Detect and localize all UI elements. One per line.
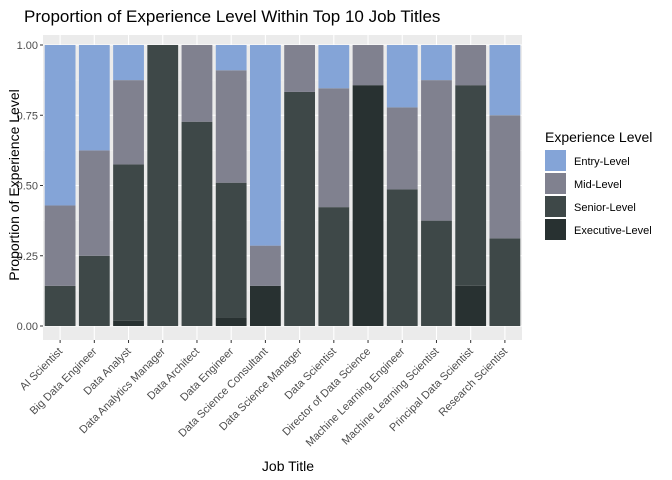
bar-segment-executive-level — [455, 285, 487, 326]
bar-segment-senior-level — [421, 220, 452, 326]
bar-segment-mid-level — [284, 45, 316, 92]
bar-segment-senior-level — [386, 189, 418, 326]
legend-swatch — [545, 150, 566, 171]
bar-segment-entry-level — [318, 45, 350, 89]
y-axis: 0.00 0.25 0.50 0.75 1.00 — [17, 40, 43, 333]
bar-segment-senior-level — [284, 91, 316, 326]
bar-segment-mid-level — [215, 70, 247, 183]
bar-segment-senior-level — [455, 85, 487, 286]
bar-segment-mid-level — [318, 88, 350, 208]
bar-segment-mid-level — [181, 45, 213, 122]
bar-segment-entry-level — [249, 45, 281, 246]
bar-segment-senior-level — [78, 255, 110, 326]
bar-segment-mid-level — [386, 107, 418, 190]
y-tick-label: 0.75 — [17, 110, 38, 122]
bar-segment-senior-level — [181, 121, 213, 326]
y-tick-label: 0.50 — [17, 181, 38, 193]
bar-segment-mid-level — [489, 115, 521, 239]
bar-segment-senior-level — [113, 164, 144, 321]
bar-segment-senior-level — [318, 207, 350, 326]
legend-label: Senior-Level — [574, 202, 636, 214]
bar-segment-mid-level — [455, 45, 487, 86]
bar-segment-senior-level — [489, 238, 521, 326]
bar-segment-entry-level — [44, 45, 76, 206]
legend-title: Experience Level — [545, 129, 652, 145]
bar-segment-mid-level — [44, 205, 76, 286]
bar-segment-executive-level — [215, 317, 247, 326]
bars — [44, 45, 521, 326]
bar-segment-entry-level — [489, 45, 521, 116]
bar-segment-senior-level — [147, 45, 179, 326]
bar-segment-entry-level — [421, 45, 452, 81]
bar-segment-mid-level — [113, 80, 144, 165]
legend-label: Executive-Level — [574, 225, 652, 237]
bar-segment-mid-level — [78, 150, 110, 256]
legend-label: Mid-Level — [574, 179, 622, 191]
x-axis-title: Job Title — [262, 458, 314, 474]
y-tick-label: 0.00 — [17, 321, 38, 333]
legend: Experience Level Entry-Level Mid-Level Sen… — [545, 129, 652, 240]
bar-segment-entry-level — [215, 45, 247, 71]
bar-segment-mid-level — [352, 45, 384, 86]
legend-swatch — [545, 173, 566, 194]
y-tick-label: 0.25 — [17, 251, 38, 263]
bar-segment-senior-level — [44, 285, 76, 326]
bar-segment-executive-level — [249, 285, 281, 326]
bar-segment-senior-level — [215, 182, 247, 318]
chart-title: Proportion of Experience Level Within To… — [24, 7, 440, 26]
legend-swatch — [545, 196, 566, 217]
bar-segment-entry-level — [78, 45, 110, 151]
legend-swatch — [545, 219, 566, 240]
bar-segment-mid-level — [421, 80, 452, 221]
bar-segment-entry-level — [386, 45, 418, 108]
y-tick-label: 1.00 — [17, 40, 38, 52]
legend-label: Entry-Level — [574, 156, 630, 168]
bar-segment-mid-level — [249, 245, 281, 286]
y-axis-title: Proportion of Experience Level — [6, 89, 22, 280]
bar-segment-entry-level — [113, 45, 144, 81]
bar-segment-executive-level — [352, 85, 384, 326]
bar-segment-executive-level — [113, 320, 144, 326]
x-tick-label: Research Scientist — [437, 346, 510, 419]
